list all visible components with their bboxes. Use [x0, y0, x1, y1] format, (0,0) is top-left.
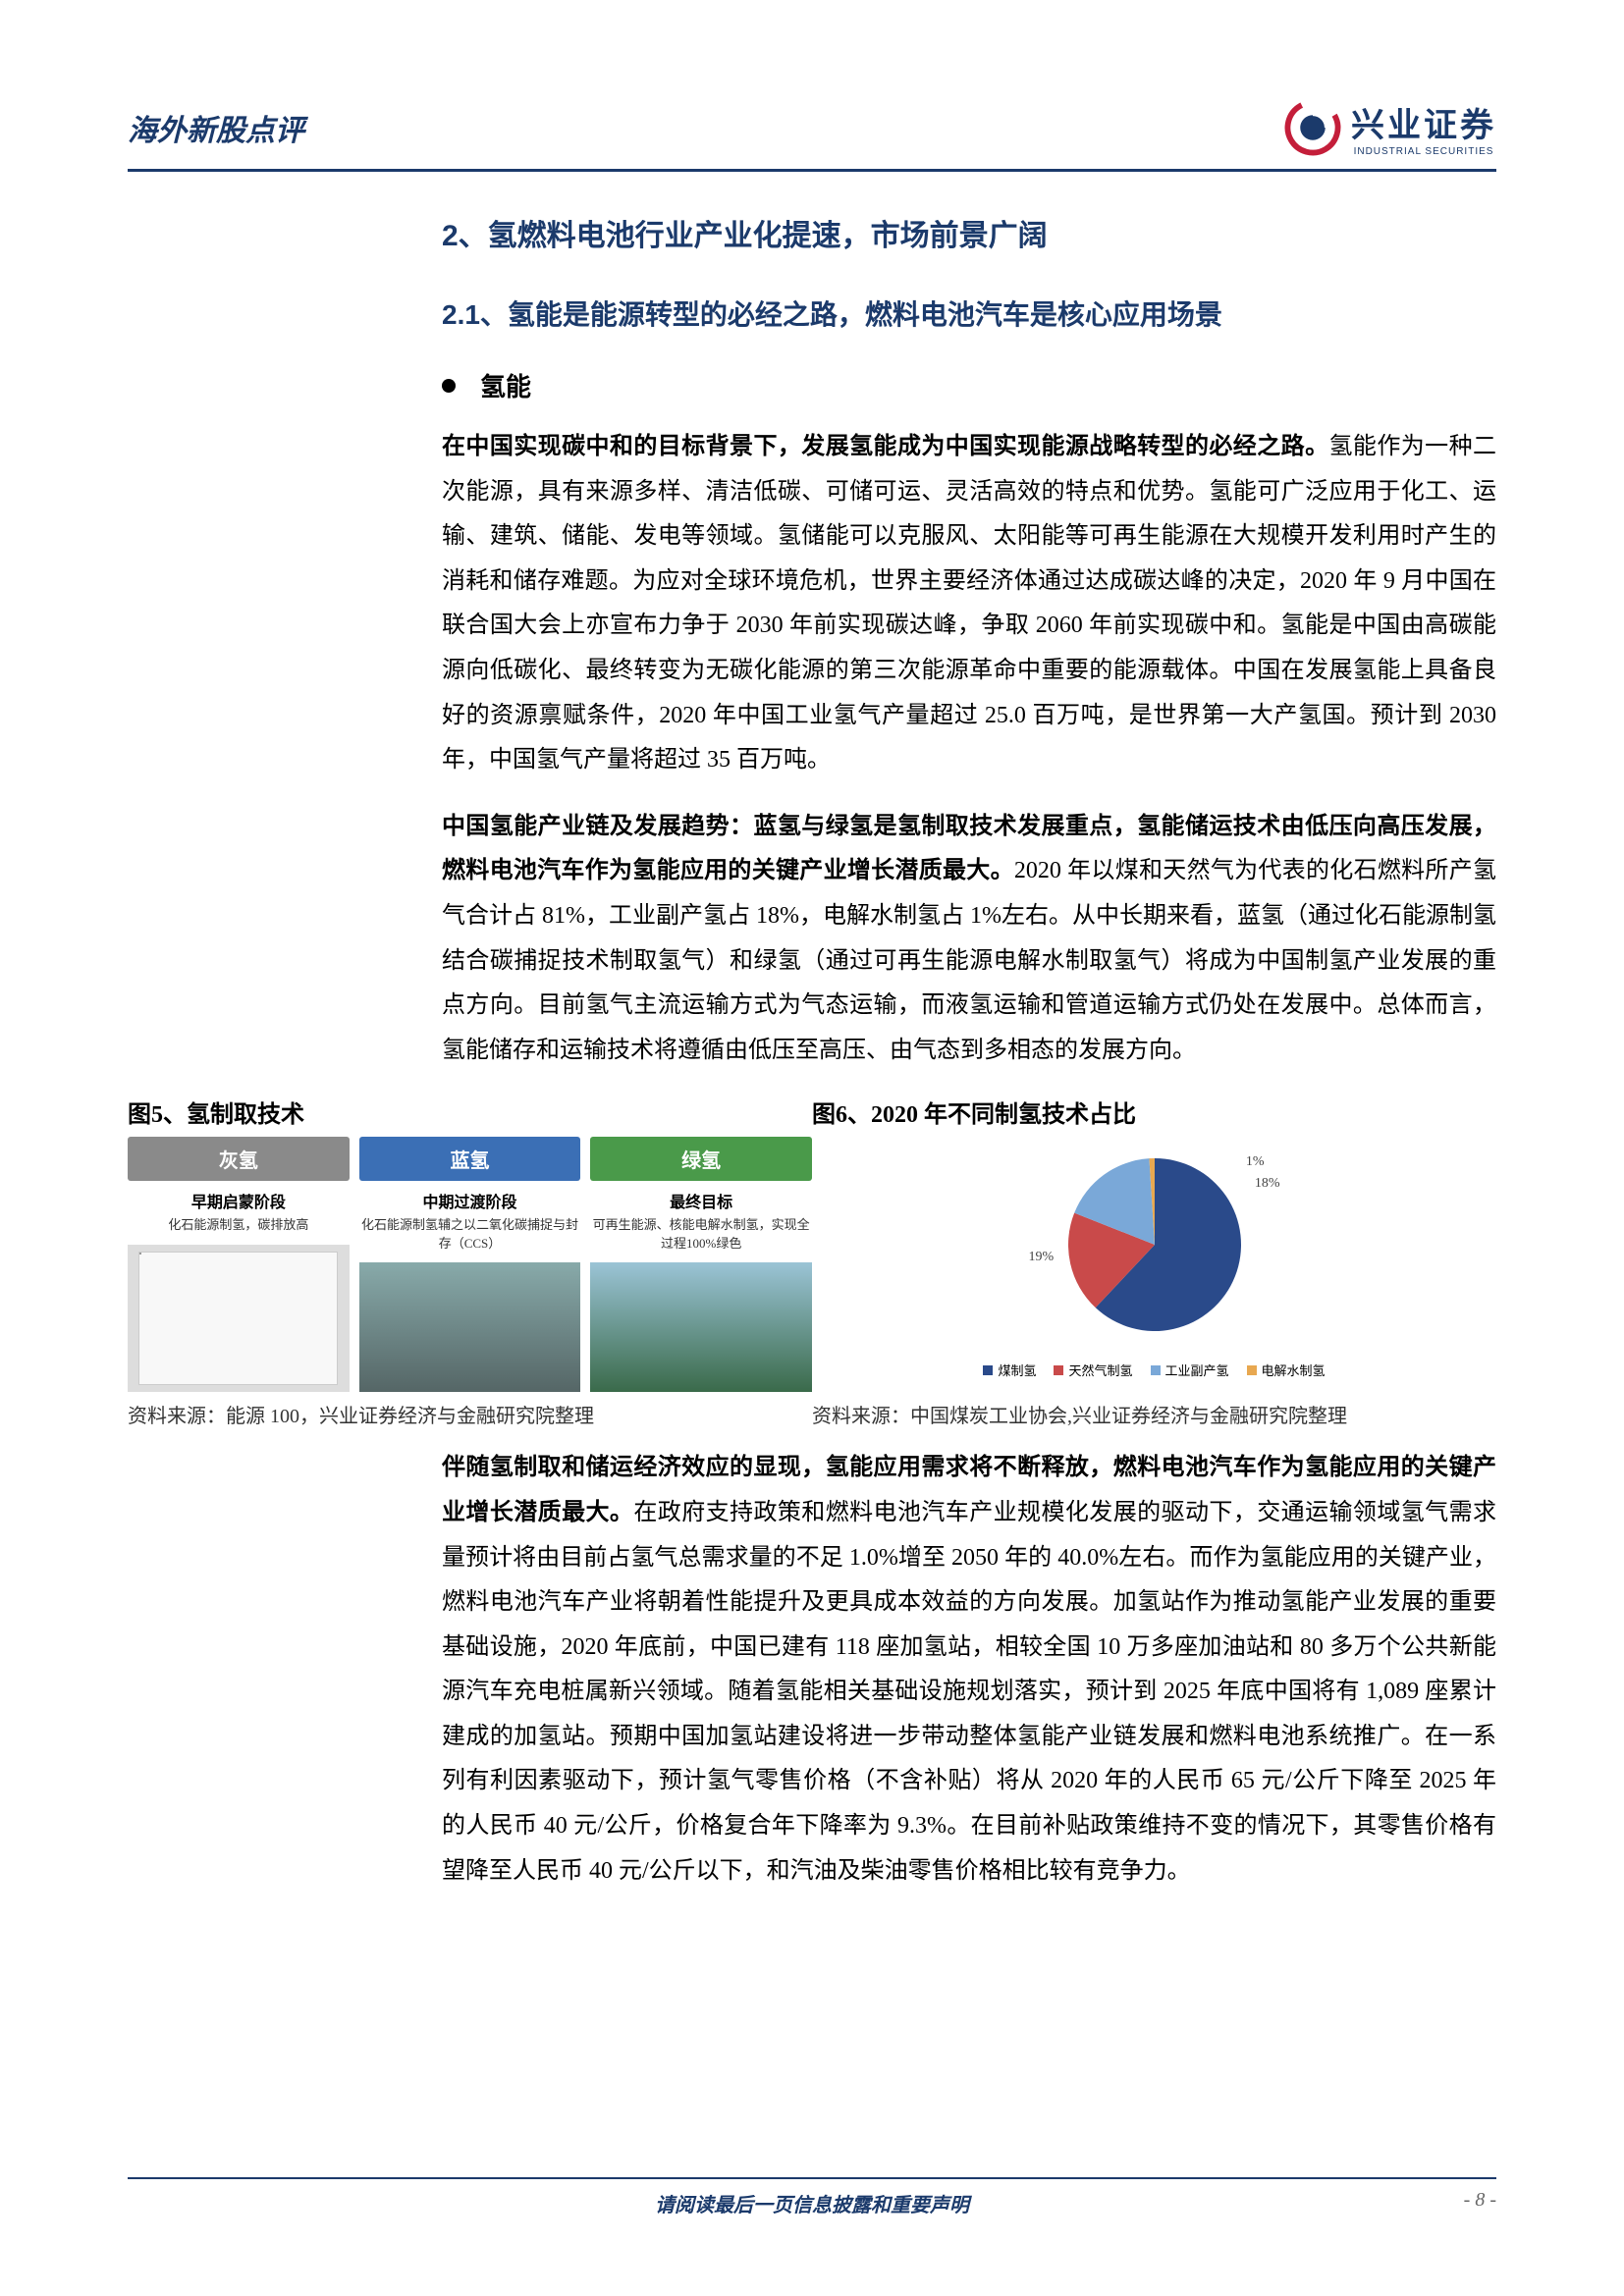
page-header: 海外新股点评 兴业证券 INDUSTRIAL SECURITIES: [128, 98, 1496, 172]
page-number: - 8 -: [1464, 2189, 1496, 2212]
pie-chart: 1% 18% 19%: [1047, 1137, 1263, 1353]
hydrogen-type-name: 绿氢: [590, 1137, 812, 1181]
para3-body: 在政府支持政策和燃料电池汽车产业规模化发展的驱动下，交通运输领域氢气需求量预计将…: [442, 1500, 1496, 1884]
brand-logo-icon: [1284, 99, 1341, 156]
page-footer: 请阅读最后一页信息披露和重要声明 - 8 -: [128, 2177, 1496, 2217]
hydrogen-type-col: 绿氢最终目标可再生能源、核能电解水制氢，实现全过程100%绿色: [590, 1137, 812, 1392]
pie-legend: 煤制氢 天然气制氢 工业副产氢 电解水制氢: [983, 1361, 1325, 1379]
hydrogen-desc: 可再生能源、核能电解水制氢，实现全过程100%绿色: [590, 1216, 812, 1252]
hydrogen-type-name: 灰氢: [128, 1137, 350, 1181]
hydrogen-illustration: [128, 1245, 350, 1393]
pie-label-1: 1%: [1246, 1154, 1265, 1170]
bullet-heading: 氢能: [480, 367, 531, 403]
brand-name-en: INDUSTRIAL SECURITIES: [1354, 146, 1494, 157]
para2-body: 2020 年以煤和天然气为代表的化石燃料所产氢气合计占 81%，工业副产氢占 1…: [442, 858, 1496, 1062]
legend-swatch-icon: [1151, 1365, 1161, 1375]
legend-item: 工业副产氢: [1151, 1361, 1229, 1379]
figure-5: 图5、氢制取技术 灰氢早期启蒙阶段化石能源制氢，碳排放高蓝氢中期过渡阶段化石能源…: [128, 1095, 812, 1392]
legend-label: 煤制氢: [998, 1361, 1036, 1379]
pie-label-19: 19%: [1029, 1250, 1055, 1265]
para1-lead: 在中国实现碳中和的目标背景下，发展氢能成为中国实现能源战略转型的必经之路。: [442, 434, 1329, 459]
fig5-source: 资料来源：能源 100，兴业证券经济与金融研究院整理: [128, 1400, 812, 1428]
fig6-source: 资料来源：中国煤炭工业协会,兴业证券经济与金融研究院整理: [812, 1400, 1496, 1428]
fig5-caption: 图5、氢制取技术: [128, 1095, 812, 1129]
paragraph-1: 在中国实现碳中和的目标背景下，发展氢能成为中国实现能源战略转型的必经之路。氢能作…: [442, 425, 1496, 783]
pie-label-18: 18%: [1255, 1176, 1280, 1192]
fig6-caption: 图6、2020 年不同制氢技术占比: [812, 1095, 1496, 1129]
figure-sources: 资料来源：能源 100，兴业证券经济与金融研究院整理 资料来源：中国煤炭工业协会…: [128, 1400, 1496, 1428]
bullet-heading-row: 氢能: [442, 367, 1496, 403]
hydrogen-desc: 化石能源制氢，碳排放高: [128, 1216, 350, 1234]
brand-name-cn: 兴业证券: [1351, 98, 1496, 146]
legend-label: 天然气制氢: [1068, 1361, 1132, 1379]
legend-label: 工业副产氢: [1165, 1361, 1229, 1379]
hydrogen-type-col: 蓝氢中期过渡阶段化石能源制氢辅之以二氧化碳捕捉与封存（CCS）: [359, 1137, 581, 1392]
footer-disclaimer: 请阅读最后一页信息披露和重要声明: [655, 2189, 969, 2217]
doc-category: 海外新股点评: [128, 106, 304, 149]
paragraph-3: 伴随氢制取和储运经济效应的显现，氢能应用需求将不断释放，燃料电池汽车作为氢能应用…: [442, 1446, 1496, 1894]
main-content: 2、氢燃料电池行业产业化提速，市场前景广阔 2.1、氢能是能源转型的必经之路，燃…: [128, 211, 1496, 1894]
hydrogen-illustration: [359, 1262, 581, 1393]
hydrogen-desc: 化石能源制氢辅之以二氧化碳捕捉与封存（CCS）: [359, 1216, 581, 1252]
legend-item: 电解水制氢: [1247, 1361, 1326, 1379]
legend-swatch-icon: [1247, 1365, 1257, 1375]
legend-swatch-icon: [1054, 1365, 1063, 1375]
legend-item: 煤制氢: [983, 1361, 1036, 1379]
brand-block: 兴业证券 INDUSTRIAL SECURITIES: [1284, 98, 1496, 157]
hydrogen-stage: 中期过渡阶段: [359, 1189, 581, 1212]
hydrogen-type-name: 蓝氢: [359, 1137, 581, 1181]
bullet-icon: [442, 379, 456, 393]
hydrogen-type-col: 灰氢早期启蒙阶段化石能源制氢，碳排放高: [128, 1137, 350, 1392]
hydrogen-illustration: [590, 1262, 812, 1393]
paragraph-2: 中国氢能产业链及发展趋势：蓝氢与绿氢是氢制取技术发展重点，氢能储运技术由低压向高…: [442, 805, 1496, 1074]
subsection-title: 2.1、氢能是能源转型的必经之路，燃料电池汽车是核心应用场景: [442, 294, 1496, 333]
para1-body: 氢能作为一种二次能源，具有来源多样、清洁低碳、可储可运、灵活高效的特点和优势。氢…: [442, 434, 1496, 773]
legend-swatch-icon: [983, 1365, 993, 1375]
figures-row: 图5、氢制取技术 灰氢早期启蒙阶段化石能源制氢，碳排放高蓝氢中期过渡阶段化石能源…: [128, 1095, 1496, 1392]
hydrogen-stage: 早期启蒙阶段: [128, 1189, 350, 1212]
figure-6: 图6、2020 年不同制氢技术占比 1% 18% 19% 煤制氢 天然气制氢 工业副…: [812, 1095, 1496, 1392]
legend-label: 电解水制氢: [1262, 1361, 1326, 1379]
legend-item: 天然气制氢: [1054, 1361, 1132, 1379]
hydrogen-stage: 最终目标: [590, 1189, 812, 1212]
section-title: 2、氢燃料电池行业产业化提速，市场前景广阔: [442, 211, 1496, 254]
